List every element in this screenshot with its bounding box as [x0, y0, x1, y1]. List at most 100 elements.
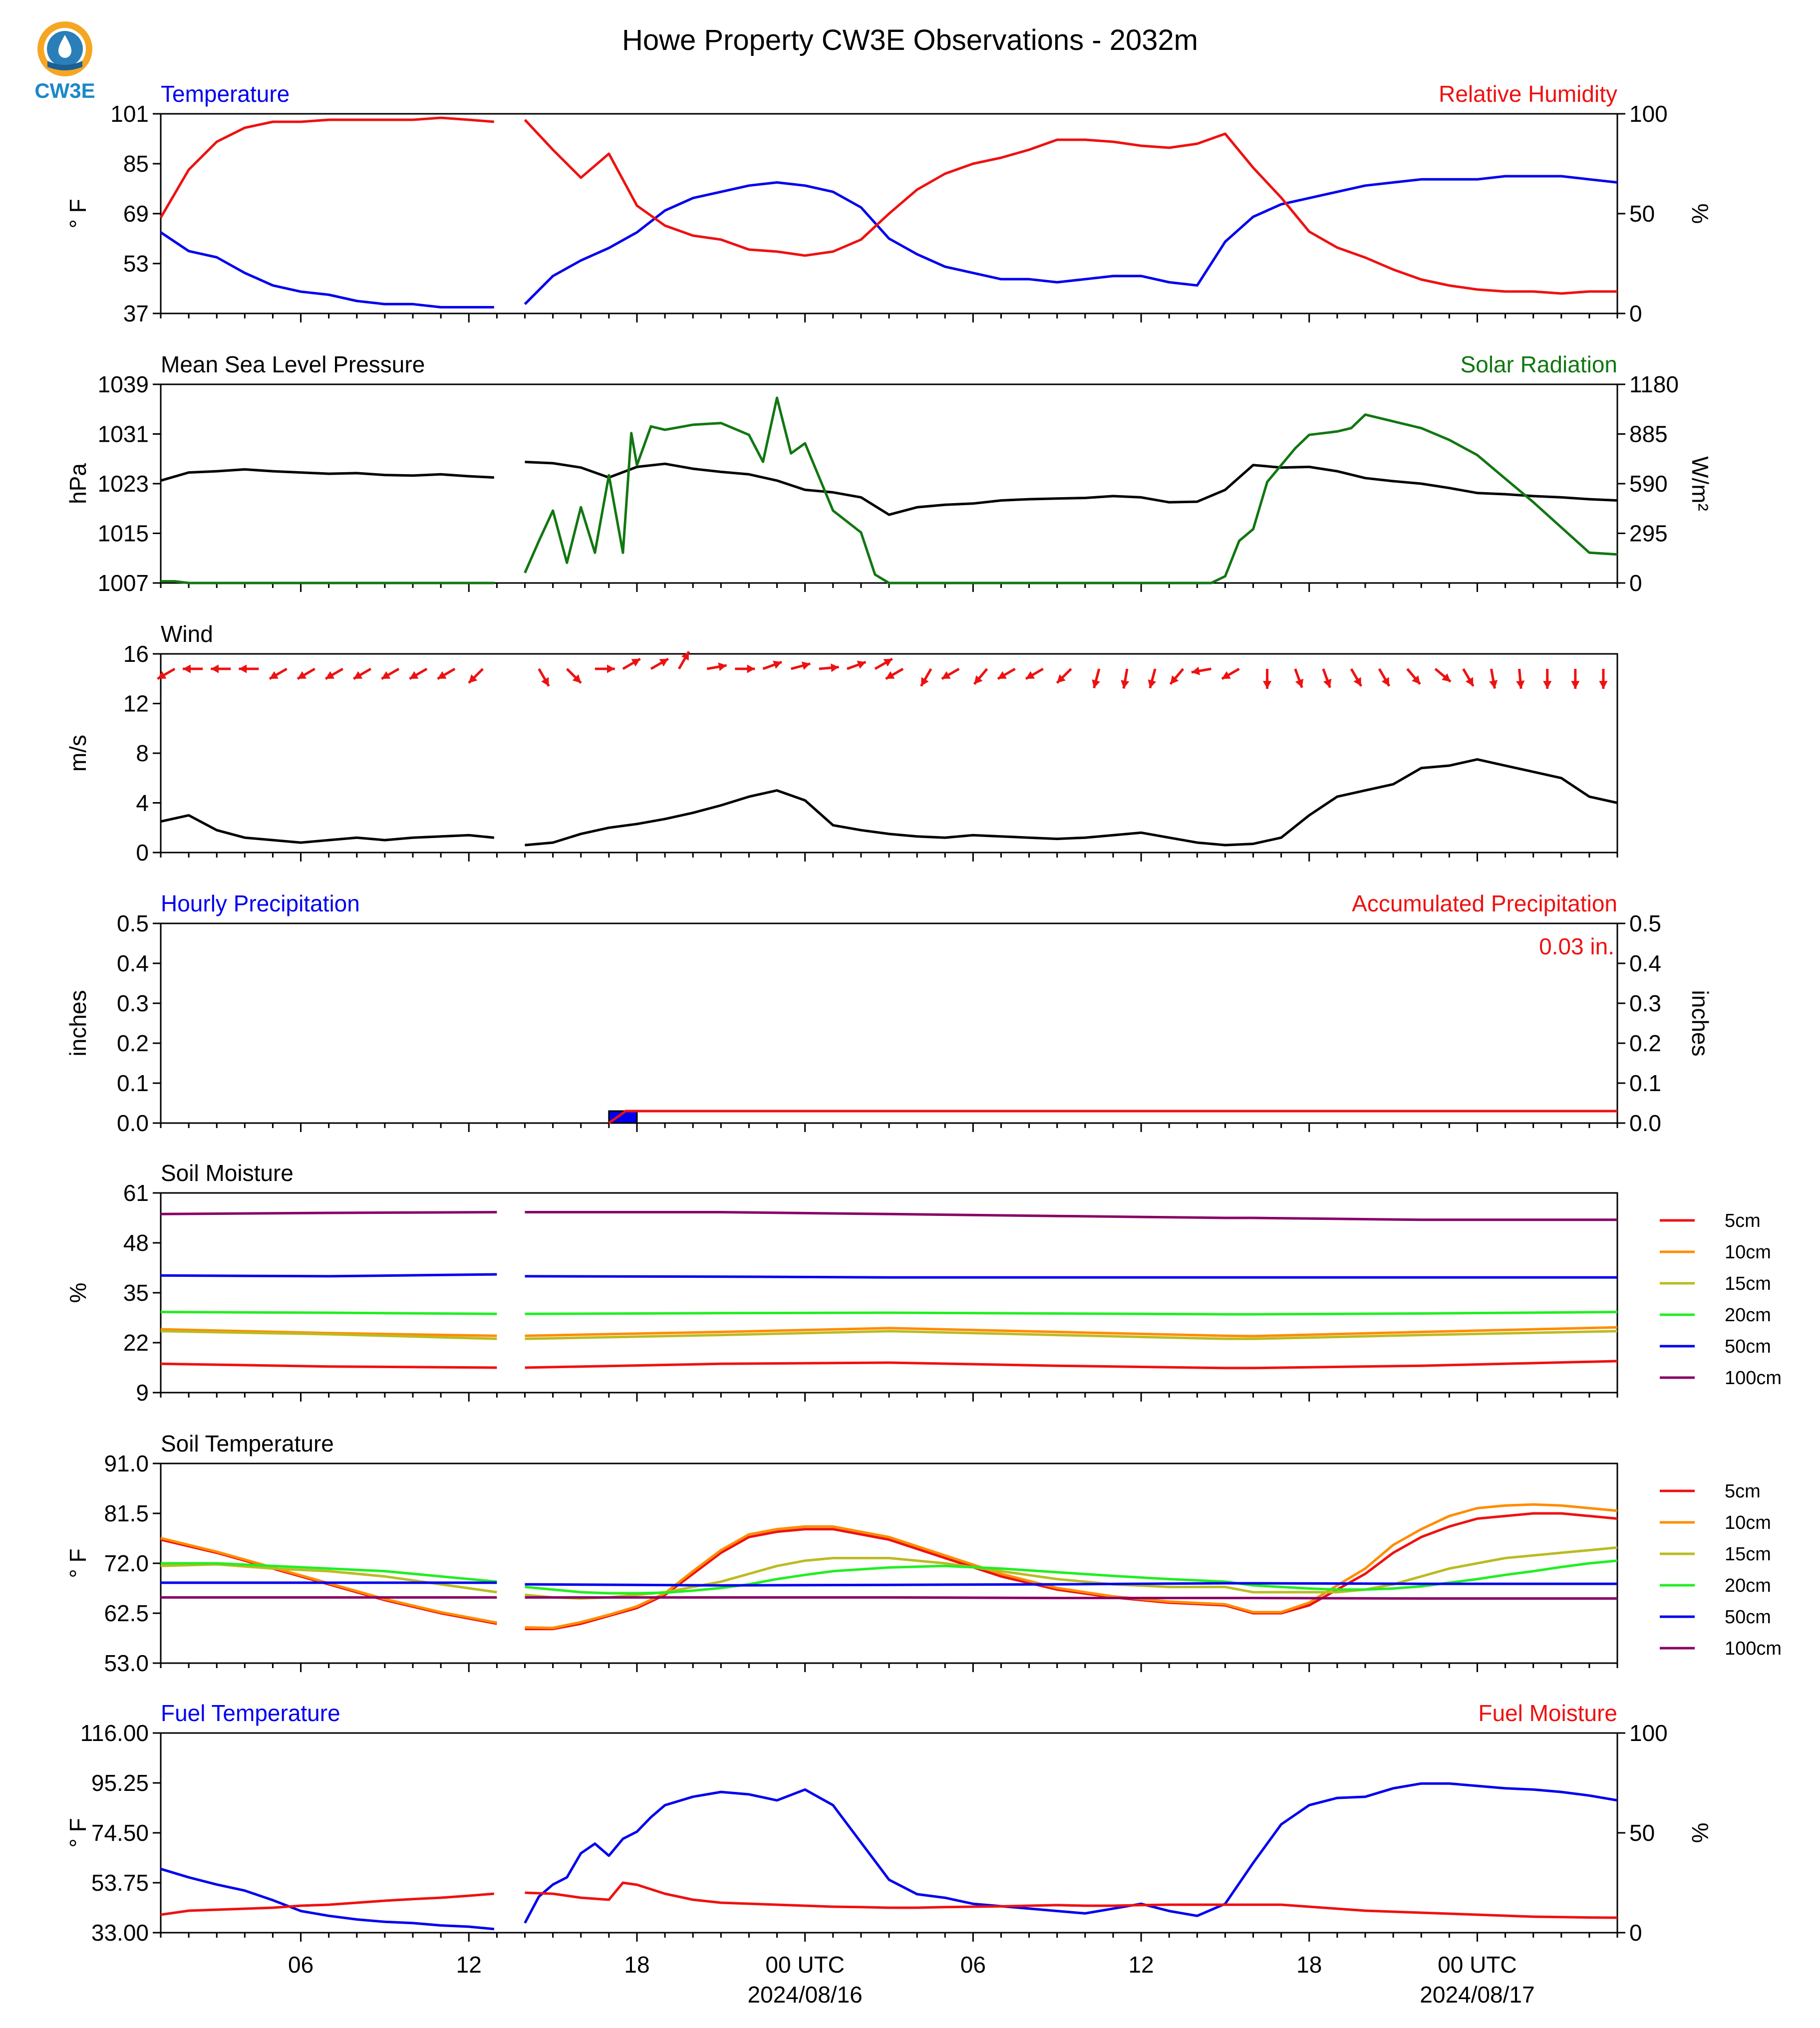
- wind-arrow-head: [1442, 673, 1451, 682]
- x-tick-label: 12: [456, 1952, 482, 1978]
- series-line-10cm: [160, 1503, 1618, 1629]
- panel-title-left: Soil Temperature: [161, 1431, 334, 1456]
- wind-arrow-head: [1148, 679, 1157, 688]
- y-tick-label-right: 0: [1629, 570, 1642, 596]
- plot-frame: [160, 653, 1618, 854]
- plot-frame: [160, 1732, 1618, 1934]
- y-tick-label-right: 0.3: [1629, 990, 1661, 1016]
- y-tick-label-left: 85: [123, 151, 149, 177]
- y-tick-label-right: 885: [1629, 421, 1668, 447]
- wind-arrow-head: [1353, 677, 1361, 686]
- wind-arrow-head: [381, 671, 391, 679]
- series-line-red: [159, 116, 1617, 295]
- series-line-black: [160, 461, 1618, 516]
- y-tick-label-right: 50: [1629, 201, 1655, 227]
- y-tick-label-right: 0: [1629, 300, 1642, 326]
- y-tick-label-left: 53.0: [104, 1650, 149, 1676]
- y-tick-label-left: 74.50: [91, 1820, 149, 1846]
- y-tick-label-right: 0: [1629, 1920, 1642, 1946]
- wind-arrow-head: [1465, 677, 1474, 686]
- y-tick-label-left: 91.0: [104, 1450, 149, 1476]
- panel-wind: Wind 16 12 8 4 0 m/s: [65, 621, 1618, 866]
- wind-arrow-head: [883, 659, 893, 667]
- wind-arrow-head: [1221, 671, 1231, 679]
- wind-arrow-head: [1295, 678, 1304, 688]
- y-axis-label-right: W/m²: [1687, 456, 1713, 511]
- legend-label: 15cm: [1725, 1273, 1771, 1294]
- panel-title-right: Solar Radiation: [1460, 351, 1617, 377]
- y-tick-label-right: 100: [1629, 101, 1668, 127]
- y-tick-label-left: 16: [123, 641, 149, 667]
- y-axis-label-right: %: [1687, 1823, 1713, 1843]
- wind-arrow-head: [1571, 681, 1580, 689]
- wind-arrow-head: [921, 677, 929, 686]
- y-tick-label-left: 69: [123, 201, 149, 227]
- y-tick-label-right: 50: [1629, 1820, 1655, 1846]
- x-tick-label: 18: [1296, 1952, 1322, 1978]
- wind-arrow-head: [831, 663, 839, 672]
- y-tick-label-left: 1007: [98, 570, 149, 596]
- y-tick-label-left: 0.2: [117, 1030, 149, 1056]
- x-tick-label: 00 UTC: [1438, 1952, 1517, 1978]
- series-line-100cm: [160, 1211, 1617, 1221]
- y-tick-label-left: 116.00: [80, 1720, 149, 1746]
- y-tick-label-left: 0.0: [117, 1110, 149, 1136]
- panel-title-right: Accumulated Precipitation: [1352, 890, 1617, 916]
- wind-arrow-head: [941, 671, 951, 679]
- y-tick-label-left: 35: [123, 1280, 149, 1306]
- y-tick-label-left: 4: [136, 790, 149, 816]
- panel-temperature_rh: Temperature Relative Humidity 101 85 69 53 37 °…: [65, 81, 1713, 326]
- series-line-20cm: [161, 1559, 1618, 1595]
- y-tick-label-left: 0.1: [117, 1070, 149, 1096]
- wind-arrow-head: [773, 660, 782, 669]
- accumulated-precip-line: [608, 1110, 1617, 1125]
- wind-arrow-head: [718, 662, 727, 671]
- wind-arrow-head: [1412, 675, 1420, 684]
- y-axis-label-left: m/s: [65, 735, 91, 772]
- plot-frame: [160, 383, 1618, 584]
- panel-title-left: Hourly Precipitation: [161, 890, 360, 916]
- legend-label: 5cm: [1725, 1481, 1761, 1502]
- wind-arrow-head: [1489, 680, 1498, 689]
- panel-soil_temperature: Soil Temperature 91.0 81.5 72.0 62.5 53.0 ° F 5…: [65, 1431, 1782, 1676]
- legend-label: 20cm: [1725, 1305, 1771, 1326]
- plot-frame: [160, 1462, 1618, 1664]
- series-line-5cm: [160, 1360, 1618, 1370]
- wind-arrow-head: [1262, 681, 1272, 689]
- y-tick-label-left: 0: [136, 840, 149, 866]
- panel-pressure_solar: Mean Sea Level Pressure Solar Radiation 10…: [65, 351, 1713, 596]
- y-tick-label-left: 95.25: [91, 1770, 149, 1796]
- wind-arrow-head: [572, 674, 581, 683]
- wind-arrow-head: [1092, 679, 1100, 688]
- panel-title-left: Wind: [161, 621, 213, 647]
- series-line-20cm: [160, 1311, 1618, 1316]
- series-line-15cm: [160, 1330, 1618, 1340]
- y-tick-label-right: 0.0: [1629, 1110, 1661, 1136]
- legend-label: 50cm: [1725, 1607, 1771, 1628]
- accumulated-total-label: 0.03 in.: [1539, 933, 1614, 959]
- wind-arrow-head: [1170, 675, 1179, 684]
- y-tick-label-left: 0.5: [117, 910, 149, 936]
- wind-arrow-head: [437, 671, 447, 679]
- y-tick-label-left: 81.5: [104, 1500, 149, 1526]
- wind-arrow-head: [353, 671, 363, 679]
- legend-label: 5cm: [1725, 1210, 1761, 1231]
- y-tick-label-left: 53: [123, 251, 149, 277]
- wind-arrow-head: [211, 664, 219, 673]
- wind-arrow-head: [974, 675, 983, 684]
- x-tick-label: 12: [1128, 1952, 1154, 1978]
- legend-label: 10cm: [1725, 1242, 1771, 1263]
- y-axis-label-left: ° F: [65, 199, 91, 228]
- wind-arrow-head: [1381, 677, 1390, 686]
- panel-title-left: Temperature: [161, 81, 290, 107]
- panel-title-left: Fuel Temperature: [161, 1700, 340, 1726]
- y-tick-label-left: 33.00: [91, 1920, 149, 1946]
- plot-frame: [160, 922, 1618, 1124]
- y-axis-label-right: inches: [1687, 990, 1713, 1057]
- wind-arrow-head: [659, 659, 668, 667]
- x-tick-label: 00 UTC: [765, 1952, 844, 1978]
- wind-arrow-head: [1516, 680, 1525, 689]
- wind-arrow-head: [1323, 678, 1332, 688]
- svg-text:CW3E: CW3E: [34, 79, 95, 102]
